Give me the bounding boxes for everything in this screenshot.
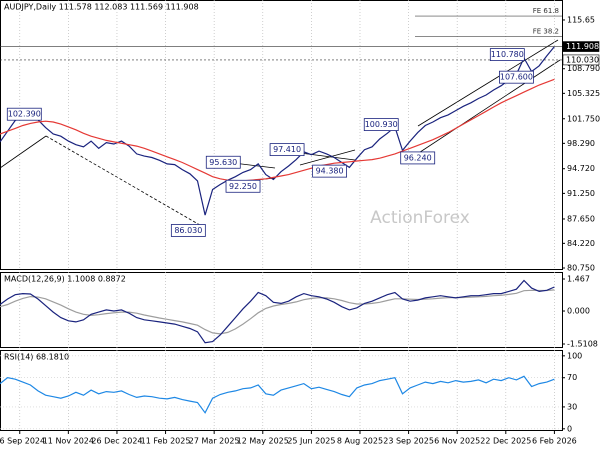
annotation-label: 86.030 <box>174 226 202 235</box>
annotation-box <box>269 143 305 157</box>
annotation-label: 94.380 <box>316 167 344 176</box>
x-tick-label: 12 May 2025 <box>237 437 289 446</box>
rsi-frame <box>0 350 563 431</box>
y-tick-label: 101.750 <box>567 114 600 123</box>
x-tick-label: 6 Nov 2025 <box>434 437 480 446</box>
y-tick-label: 0 <box>567 424 572 433</box>
y-tick-label: 115.65 <box>567 15 595 24</box>
level-label: FE 61.8 <box>533 7 559 15</box>
x-tick-label: 6 Feb 2026 <box>532 437 577 446</box>
x-tick-label: 25 Jun 2025 <box>287 437 335 446</box>
annotation-label: 97.410 <box>273 145 301 154</box>
y-tick-label: 98.290 <box>567 139 595 148</box>
annotation-box <box>225 179 261 193</box>
annotation-label: 92.250 <box>229 182 257 191</box>
annotation-label: 110.780 <box>491 50 524 59</box>
panel-title: RSI(14) 68.1810 <box>4 353 69 362</box>
annotation-box <box>170 224 206 237</box>
y-tick-label: 87.650 <box>567 214 595 223</box>
y-tick-label: 100 <box>567 351 582 360</box>
annotation-label: 95.630 <box>209 158 237 167</box>
x-tick-label: 26 Sep 2024 <box>0 437 45 446</box>
x-tick-label: 11 Nov 2024 <box>43 437 94 446</box>
y-tick-label: 0.000 <box>567 307 590 316</box>
channel-line <box>407 59 561 161</box>
series-line <box>0 279 555 344</box>
trend-line <box>45 135 206 229</box>
channel-line <box>417 39 559 127</box>
y-tick-label: 80.750 <box>567 264 595 273</box>
x-tick-label: 8 Aug 2025 <box>337 437 383 446</box>
annotation-box <box>363 118 399 131</box>
y-tick-label: 30 <box>567 402 577 411</box>
y-tick-label: 91.250 <box>567 189 595 198</box>
price-tag <box>562 41 600 52</box>
x-tick-label: 26 Dec 2024 <box>91 437 142 446</box>
annotation-label: 100.930 <box>365 120 398 129</box>
annotation-label: 96.240 <box>404 153 432 162</box>
x-tick-label: 23 Sep 2025 <box>383 437 434 446</box>
y-tick-label: 108.790 <box>567 64 600 73</box>
macd-frame <box>0 272 563 348</box>
price-tag-label: 111.908 <box>566 42 599 51</box>
panel-title: AUDJPY,Daily 111.578 112.083 111.569 111… <box>4 3 199 12</box>
annotation-label: 107.600 <box>500 73 533 82</box>
y-tick-label: 105.325 <box>567 89 600 98</box>
y-tick-label: -1.5108 <box>567 340 598 349</box>
annotation-box <box>400 151 436 165</box>
series-line <box>0 46 555 216</box>
y-tick-label: 1.467 <box>567 275 590 284</box>
annotation-box <box>6 107 42 121</box>
annotation-box <box>489 48 525 61</box>
trend-line <box>299 149 356 166</box>
x-tick-label: 27 Mar 2025 <box>189 437 240 446</box>
trend-line <box>0 135 47 169</box>
annotation-label: 102.390 <box>8 110 41 119</box>
series-line <box>0 78 555 182</box>
x-tick-label: 22 Dec 2025 <box>480 437 531 446</box>
watermark: ActionForex <box>370 208 470 228</box>
level-label: FE 38.2 <box>533 28 559 36</box>
annotation-box <box>205 155 241 169</box>
price-tag-label: 110.030 <box>566 55 599 64</box>
x-tick-label: 11 Feb 2025 <box>141 437 191 446</box>
annotation-box <box>499 70 534 84</box>
series-line <box>0 375 555 414</box>
y-tick-label: 94.720 <box>567 164 595 173</box>
price-frame <box>0 0 563 270</box>
y-tick-label: 84.220 <box>567 239 595 248</box>
price-tag <box>562 54 600 66</box>
panel-title: MACD(12,26,9) 1.1008 0.8872 <box>4 275 126 284</box>
annotation-box <box>312 164 348 178</box>
y-tick-label: 70 <box>567 373 577 382</box>
